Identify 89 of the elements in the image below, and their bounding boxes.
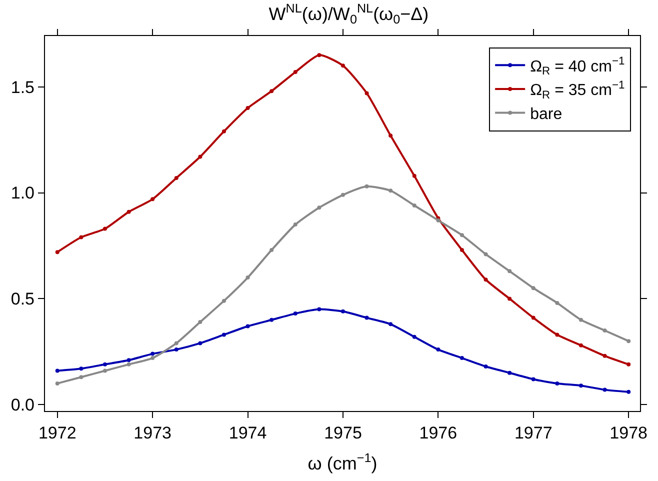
x-tick-label: 1974 xyxy=(228,424,267,442)
x-tick-label: 1975 xyxy=(324,424,362,442)
point xyxy=(174,341,178,346)
point xyxy=(55,368,60,373)
point xyxy=(198,341,202,346)
point xyxy=(364,91,369,96)
point xyxy=(317,206,322,210)
point xyxy=(150,352,155,356)
point xyxy=(388,322,393,326)
legend-label: bare xyxy=(530,106,562,123)
point xyxy=(174,176,178,180)
point xyxy=(340,64,345,68)
point xyxy=(626,390,631,394)
point xyxy=(484,364,488,369)
point xyxy=(388,134,393,138)
point xyxy=(578,384,583,388)
point xyxy=(508,269,512,274)
point xyxy=(626,362,631,366)
point xyxy=(270,248,274,252)
point xyxy=(460,356,464,360)
point xyxy=(555,381,560,386)
point xyxy=(555,332,560,337)
x-tick-label: 1973 xyxy=(134,424,172,442)
point xyxy=(126,362,131,366)
point xyxy=(222,129,226,134)
point xyxy=(531,286,536,290)
point xyxy=(412,203,416,208)
point xyxy=(578,343,583,348)
point xyxy=(602,328,607,332)
point xyxy=(626,339,631,344)
point xyxy=(174,348,178,352)
point xyxy=(484,252,488,256)
chart-title: W$^{NL}$(ω)/W$_{0}$$^{NL}$(ω$_{0}$−Δ) xyxy=(268,1,429,27)
point xyxy=(531,377,536,382)
point xyxy=(270,89,274,94)
point xyxy=(602,354,607,358)
point xyxy=(508,296,512,301)
legend-label: Ω$_{R}$ = 40 cm$^{−1}$ xyxy=(530,56,625,78)
point xyxy=(102,362,107,366)
x-tick-label: 1977 xyxy=(514,424,552,442)
point xyxy=(340,192,345,197)
point xyxy=(126,358,131,362)
x-tick-label: 1976 xyxy=(419,424,458,442)
point xyxy=(55,381,60,386)
point xyxy=(222,298,226,303)
point xyxy=(364,184,369,188)
point xyxy=(79,235,84,240)
point xyxy=(578,318,583,322)
point xyxy=(126,210,131,214)
point xyxy=(222,332,226,337)
point xyxy=(484,278,488,282)
point xyxy=(102,226,107,231)
point xyxy=(388,188,393,193)
y-tick-label: 1.5 xyxy=(10,78,34,97)
point xyxy=(246,276,250,280)
x-axis-title: ω (cm$^{−1}$) xyxy=(308,451,378,474)
y-tick-label: 0.0 xyxy=(10,396,34,415)
point xyxy=(412,174,416,178)
point xyxy=(317,53,322,58)
point xyxy=(317,307,322,312)
y-tick-label: 0.5 xyxy=(10,290,34,309)
point xyxy=(364,316,369,320)
point xyxy=(602,388,607,392)
point xyxy=(531,316,536,320)
point xyxy=(412,334,416,339)
x-tick-label: 1972 xyxy=(38,424,76,442)
point xyxy=(293,222,298,227)
point xyxy=(460,248,464,252)
point xyxy=(150,197,155,202)
point xyxy=(102,368,107,373)
point xyxy=(79,375,84,380)
point xyxy=(246,324,250,328)
point xyxy=(55,250,60,254)
point xyxy=(460,233,464,238)
point xyxy=(508,370,512,375)
y-tick-label: 1.0 xyxy=(10,184,34,203)
legend-label: Ω$_{R}$ = 35 cm$^{−1}$ xyxy=(530,79,625,102)
point xyxy=(150,356,155,360)
point xyxy=(436,348,440,352)
point xyxy=(293,312,298,316)
point xyxy=(198,154,202,159)
point xyxy=(198,320,202,324)
point xyxy=(270,318,274,322)
point xyxy=(79,366,84,371)
point xyxy=(246,106,250,110)
x-tick-label: 1978 xyxy=(610,424,648,442)
point xyxy=(340,309,345,314)
point xyxy=(293,70,298,74)
point xyxy=(555,300,560,305)
